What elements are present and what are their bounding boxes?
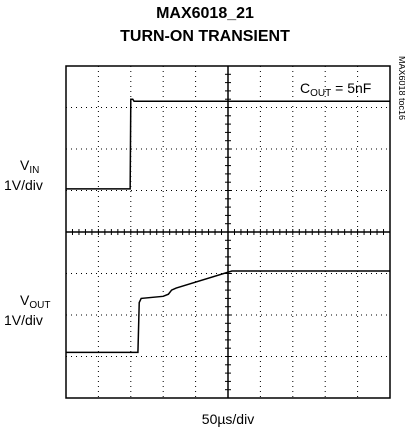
title-line: TURN-ON TRANSIENT xyxy=(120,28,290,45)
side-label: MAX6018 toc16 xyxy=(397,56,405,120)
channel-scale: 1V/div xyxy=(4,177,43,193)
x-label: 50µs/div xyxy=(202,411,254,427)
annotation-rest: = 5nF xyxy=(331,80,371,96)
annotation-main: C xyxy=(300,80,310,96)
channel-label: VOUT xyxy=(20,292,50,311)
channel-sub: IN xyxy=(29,165,39,176)
trace xyxy=(66,270,390,354)
channel-main: V xyxy=(20,292,30,308)
channel-main: V xyxy=(20,157,30,173)
annotation: COUT = 5nF xyxy=(300,80,371,99)
channel-scale: 1V/div xyxy=(4,312,43,328)
trace xyxy=(66,98,390,190)
channel-label: VIN xyxy=(20,157,39,176)
annotation-sub: OUT xyxy=(310,88,331,99)
title-line: MAX6018_21 xyxy=(156,5,254,22)
plot-frame xyxy=(65,65,391,399)
channel-sub: OUT xyxy=(29,300,50,311)
